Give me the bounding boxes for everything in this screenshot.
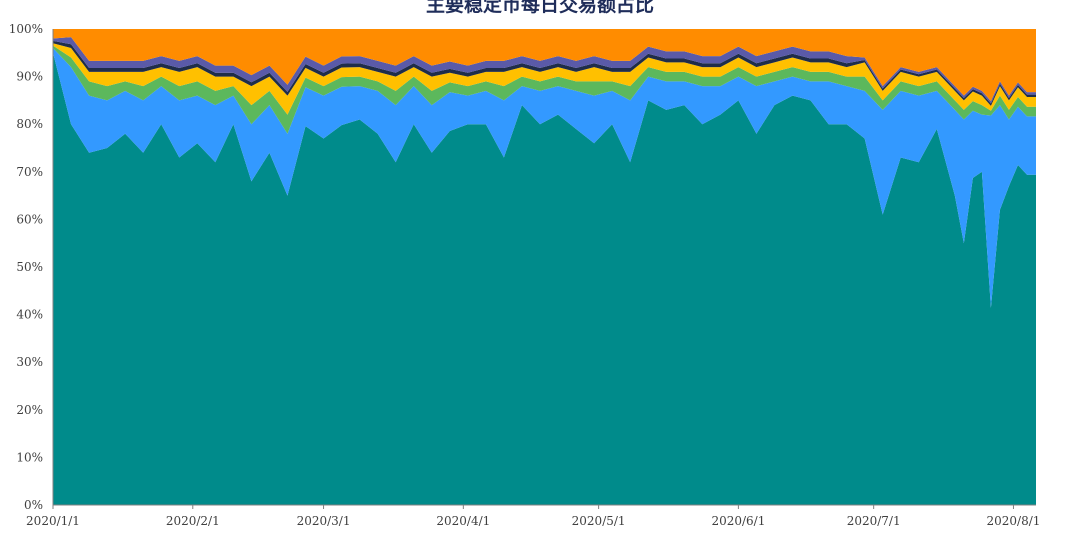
y-axis: 0% 10% 20% 30% 40% 50% 60% 70% 80% 90% 100% <box>9 22 54 512</box>
x-tick-label: 2020/6/1 <box>711 514 765 528</box>
y-tick-label: 100% <box>9 22 43 36</box>
area-layers <box>53 29 1036 506</box>
y-tick-label: 70% <box>16 165 43 179</box>
series-area-4 <box>53 43 1036 115</box>
x-tick-label: 2020/1/1 <box>26 514 80 528</box>
y-tick-label: 10% <box>16 450 43 464</box>
x-axis: 2020/1/1 2020/2/1 2020/3/1 2020/4/1 2020/5/1… <box>26 504 1041 528</box>
series-area-7 <box>53 29 1036 102</box>
x-tick-label: 2020/7/1 <box>847 514 901 528</box>
y-tick-label: 80% <box>16 117 43 131</box>
series-area-1 <box>53 52 1036 506</box>
series-area-6 <box>53 37 1036 104</box>
y-tick-label: 0% <box>24 498 43 512</box>
y-tick-label: 30% <box>16 355 43 369</box>
y-tick-label: 50% <box>16 260 43 274</box>
series-area-5 <box>53 40 1036 106</box>
series-area-2 <box>53 48 1036 308</box>
chart-title: 主要稳定币每日交易额占比 <box>425 0 654 16</box>
y-tick-label: 40% <box>16 308 43 322</box>
x-tick-label: 2020/3/1 <box>297 514 351 528</box>
y-tick-label: 90% <box>16 70 43 84</box>
x-tick-label: 2020/2/1 <box>166 514 220 528</box>
series-area-3 <box>53 45 1036 134</box>
x-tick-label: 2020/8/1 <box>987 514 1041 528</box>
x-tick-label: 2020/5/1 <box>572 514 626 528</box>
x-tick-label: 2020/4/1 <box>436 514 490 528</box>
y-tick-label: 60% <box>16 212 43 226</box>
y-tick-label: 20% <box>16 403 43 417</box>
